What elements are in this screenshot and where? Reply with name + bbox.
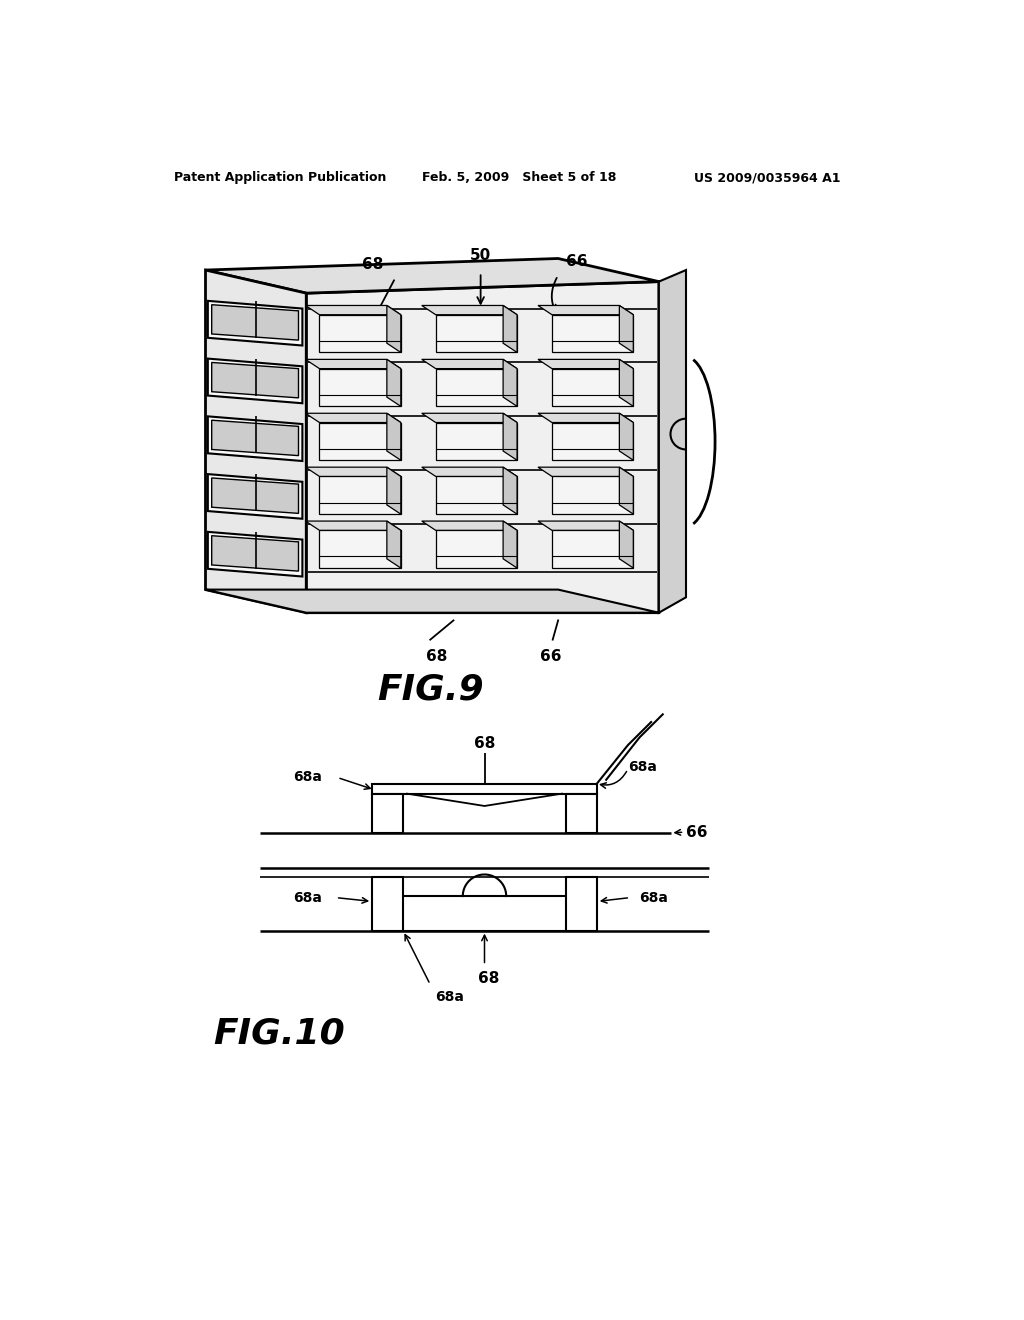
- Polygon shape: [319, 531, 400, 568]
- Polygon shape: [435, 531, 517, 568]
- Polygon shape: [620, 467, 633, 515]
- Polygon shape: [208, 474, 302, 519]
- Polygon shape: [552, 477, 633, 515]
- Polygon shape: [620, 305, 633, 352]
- Polygon shape: [552, 314, 633, 352]
- Polygon shape: [206, 590, 658, 612]
- Polygon shape: [305, 305, 400, 314]
- Polygon shape: [435, 314, 517, 352]
- Polygon shape: [387, 521, 400, 568]
- Polygon shape: [387, 359, 400, 407]
- Text: Feb. 5, 2009   Sheet 5 of 18: Feb. 5, 2009 Sheet 5 of 18: [423, 172, 616, 185]
- Text: 50: 50: [470, 248, 492, 263]
- Text: 68a: 68a: [628, 760, 656, 774]
- Text: 68a: 68a: [293, 770, 322, 784]
- Polygon shape: [503, 413, 517, 461]
- Polygon shape: [620, 359, 633, 407]
- Polygon shape: [387, 413, 400, 461]
- Text: Patent Application Publication: Patent Application Publication: [174, 172, 387, 185]
- Text: 68a: 68a: [640, 891, 669, 904]
- Text: 66: 66: [540, 649, 561, 664]
- Polygon shape: [208, 301, 302, 346]
- Polygon shape: [212, 478, 299, 513]
- Text: 66: 66: [566, 253, 588, 268]
- Polygon shape: [658, 271, 686, 612]
- Polygon shape: [538, 467, 633, 477]
- Polygon shape: [503, 467, 517, 515]
- Polygon shape: [503, 521, 517, 568]
- Polygon shape: [566, 876, 597, 931]
- Polygon shape: [552, 422, 633, 461]
- Polygon shape: [620, 521, 633, 568]
- Text: 68: 68: [362, 257, 384, 272]
- Polygon shape: [305, 467, 400, 477]
- Polygon shape: [212, 363, 299, 397]
- Polygon shape: [422, 413, 517, 422]
- Text: 68: 68: [426, 649, 447, 664]
- Polygon shape: [319, 477, 400, 515]
- Polygon shape: [305, 521, 400, 531]
- Polygon shape: [552, 531, 633, 568]
- Polygon shape: [620, 413, 633, 461]
- Polygon shape: [372, 876, 403, 931]
- Polygon shape: [422, 305, 517, 314]
- Polygon shape: [422, 521, 517, 531]
- Polygon shape: [538, 521, 633, 531]
- Polygon shape: [435, 422, 517, 461]
- Polygon shape: [503, 359, 517, 407]
- Text: 68: 68: [477, 970, 499, 986]
- Polygon shape: [538, 305, 633, 314]
- Polygon shape: [206, 271, 306, 612]
- Polygon shape: [305, 413, 400, 422]
- Polygon shape: [305, 359, 400, 368]
- Polygon shape: [306, 281, 658, 612]
- Polygon shape: [503, 305, 517, 352]
- Text: FIG.10: FIG.10: [213, 1016, 345, 1051]
- Text: 66: 66: [686, 825, 708, 840]
- Polygon shape: [212, 305, 299, 341]
- Polygon shape: [538, 359, 633, 368]
- Polygon shape: [422, 359, 517, 368]
- Polygon shape: [208, 416, 302, 461]
- Text: FIG.9: FIG.9: [377, 673, 483, 706]
- Polygon shape: [372, 784, 597, 793]
- Polygon shape: [387, 467, 400, 515]
- Polygon shape: [212, 420, 299, 455]
- Polygon shape: [212, 536, 299, 572]
- Text: 68a: 68a: [293, 891, 322, 904]
- Polygon shape: [566, 793, 597, 833]
- Polygon shape: [319, 368, 400, 407]
- Polygon shape: [319, 422, 400, 461]
- Polygon shape: [435, 477, 517, 515]
- Polygon shape: [372, 793, 403, 833]
- Text: 68a: 68a: [435, 990, 464, 1005]
- Polygon shape: [538, 413, 633, 422]
- Text: 68: 68: [474, 737, 496, 751]
- Polygon shape: [208, 359, 302, 404]
- Polygon shape: [387, 305, 400, 352]
- Polygon shape: [422, 467, 517, 477]
- Polygon shape: [552, 368, 633, 407]
- Polygon shape: [208, 532, 302, 577]
- Polygon shape: [435, 368, 517, 407]
- Polygon shape: [319, 314, 400, 352]
- Text: US 2009/0035964 A1: US 2009/0035964 A1: [693, 172, 841, 185]
- Polygon shape: [206, 259, 658, 293]
